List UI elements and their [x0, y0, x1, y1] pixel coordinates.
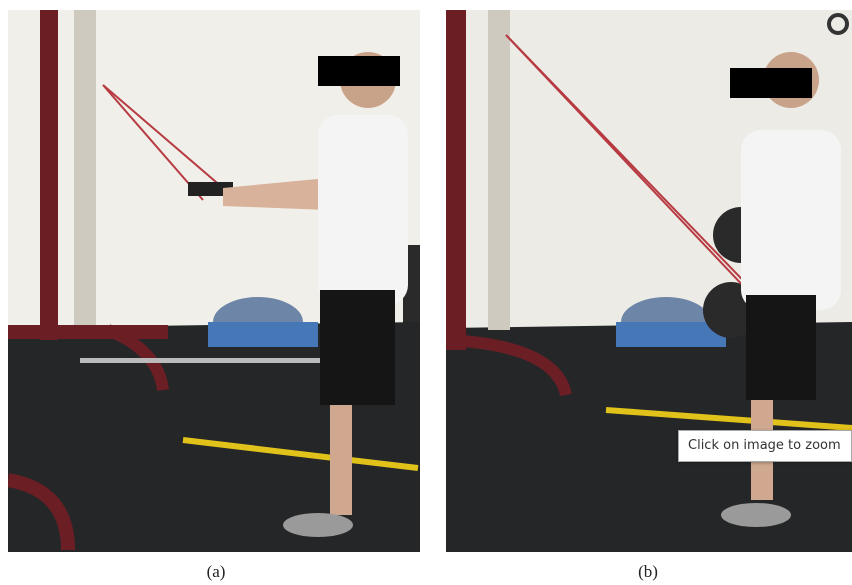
zoom-tooltip: Click on image to zoom [678, 430, 852, 462]
panel-label: (b) [618, 562, 678, 582]
photo-b[interactable] [446, 10, 852, 552]
page: {"figure": {"panels": [{"label": "(a)"},… [0, 0, 852, 585]
photo-a[interactable] [8, 10, 420, 552]
panel-label: (a) [186, 562, 246, 582]
